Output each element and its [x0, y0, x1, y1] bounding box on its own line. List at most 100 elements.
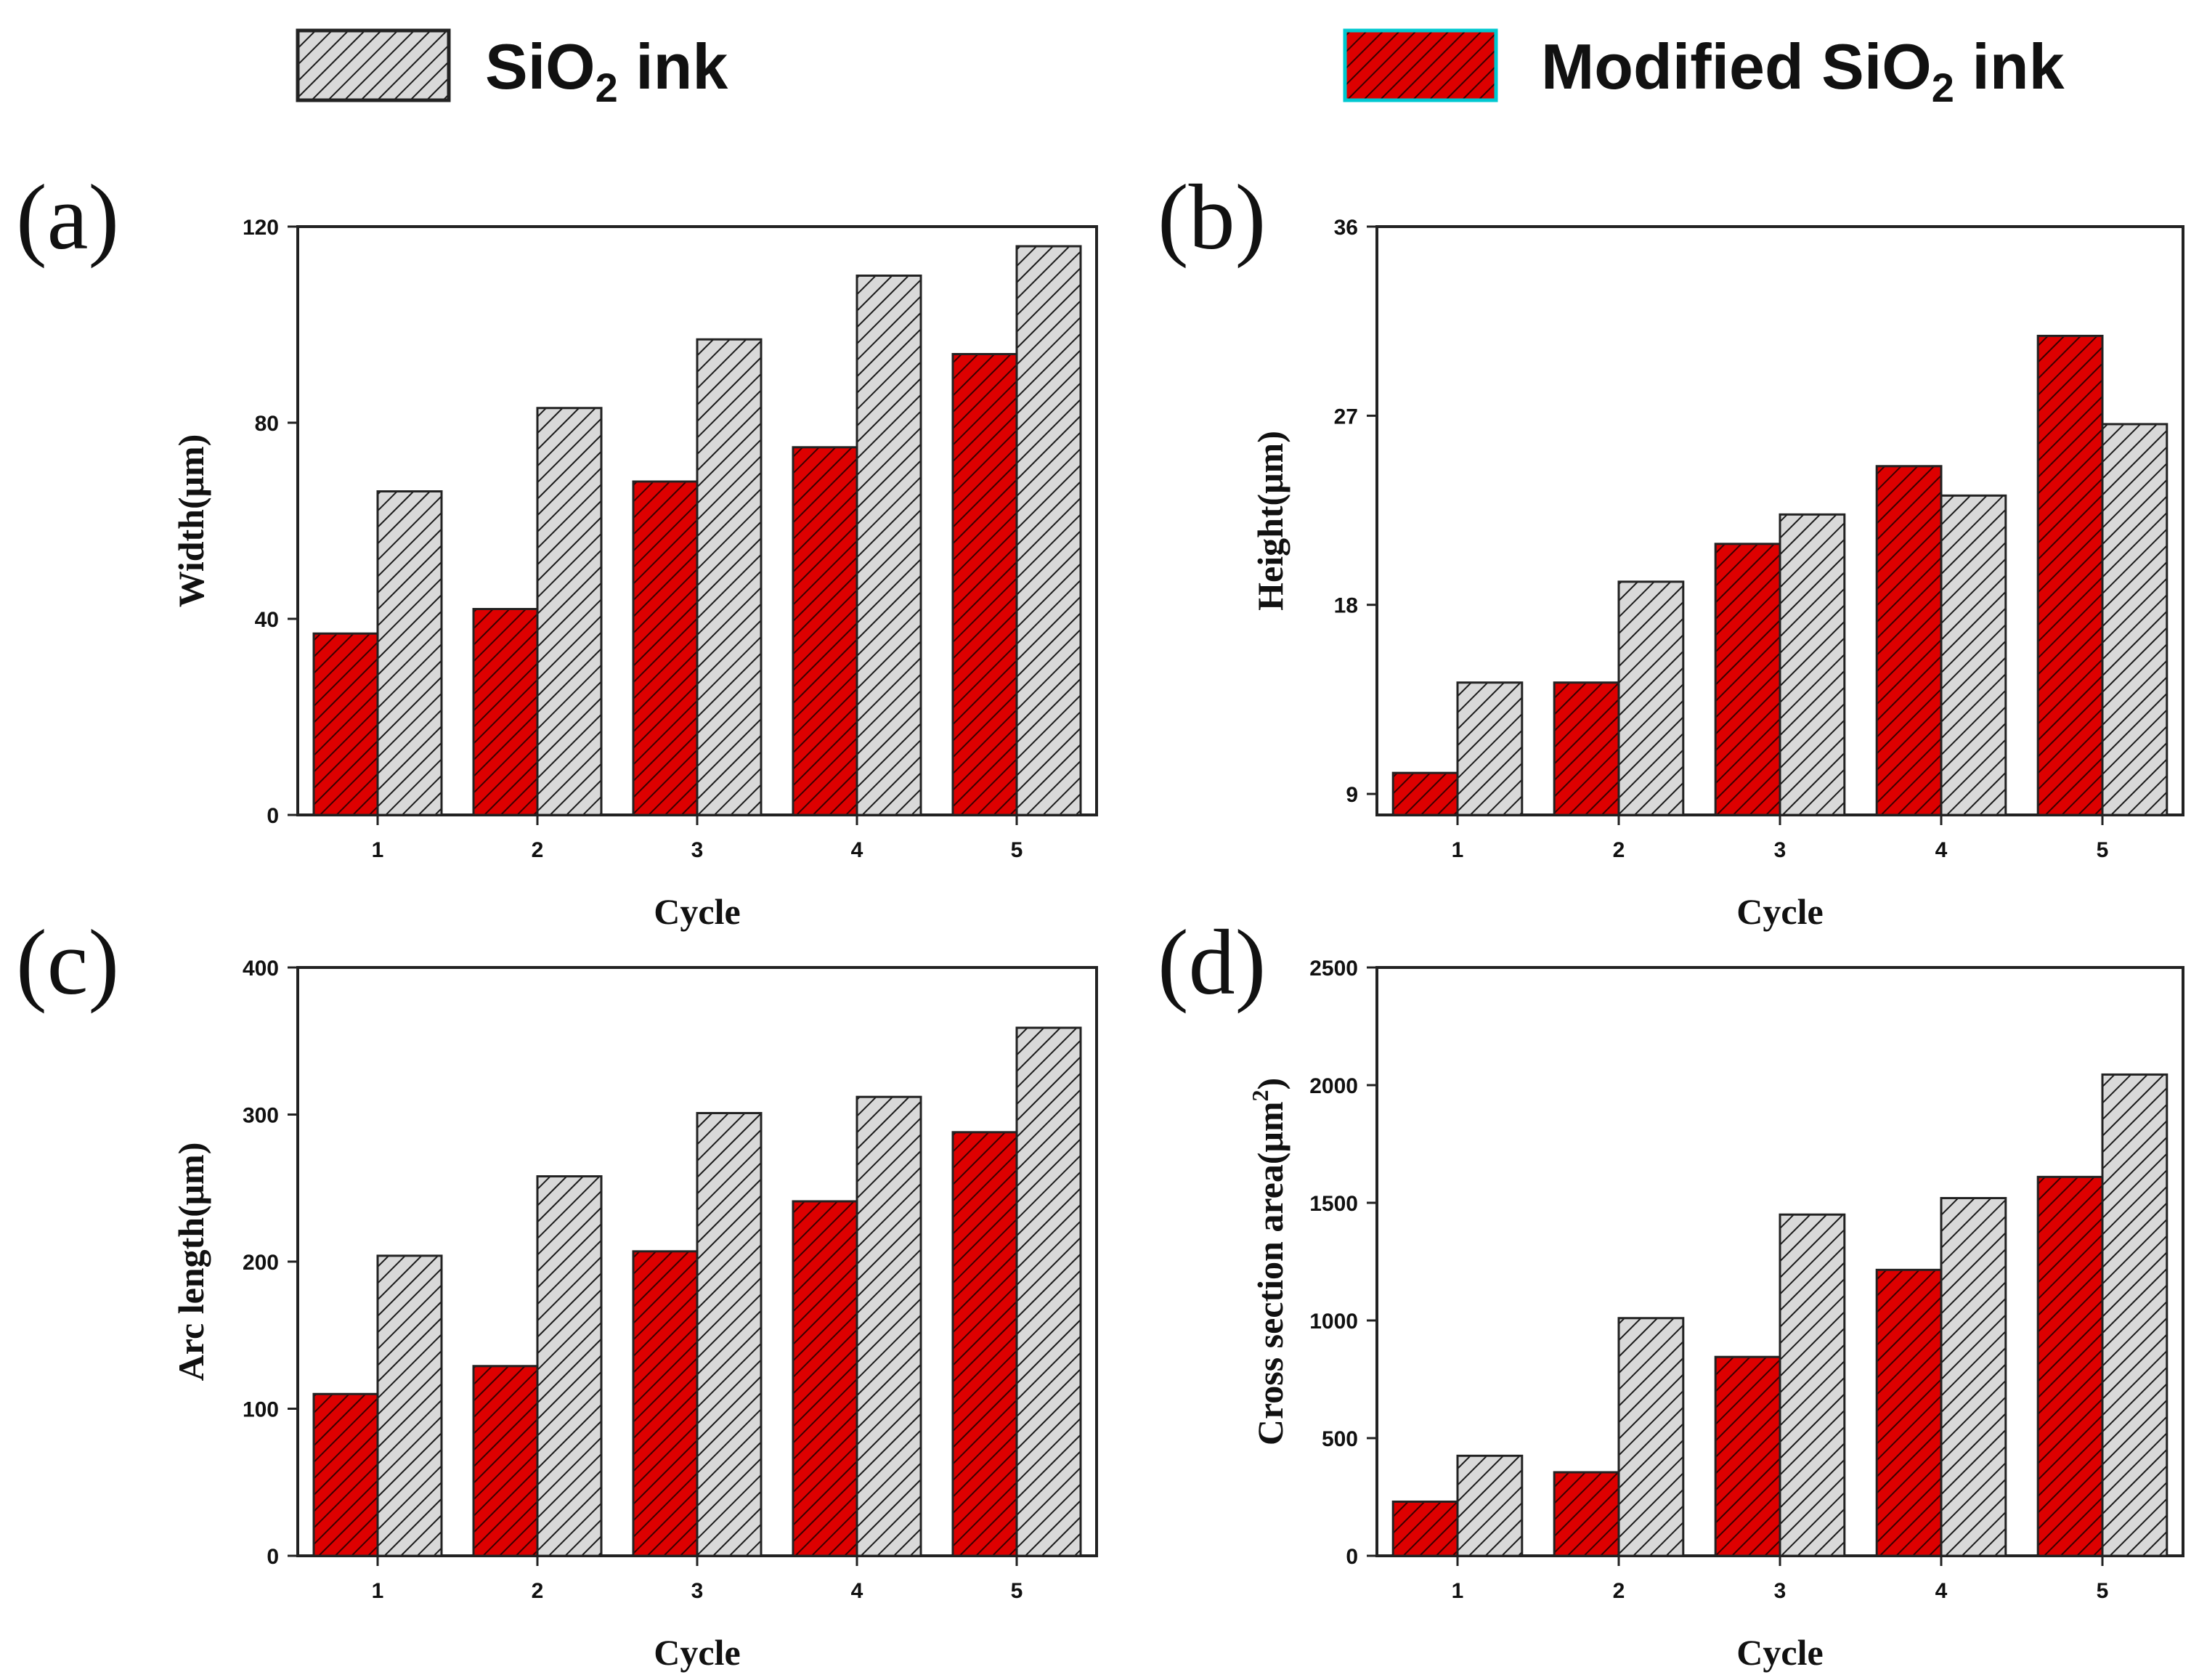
- y-tick-label: 27: [1334, 405, 1358, 429]
- y-tick-label: 18: [1334, 594, 1358, 618]
- x-tick-label: 3: [691, 838, 704, 862]
- x-tick-label: 1: [1452, 838, 1464, 862]
- bar-sio2-cycle-3: [1779, 513, 1846, 816]
- x-tick-label: 2: [532, 1579, 544, 1603]
- bar-modified-sio2-cycle-5: [2036, 1175, 2104, 1557]
- y-axis-title: Height(μm): [1250, 431, 1290, 611]
- y-tick-label: 40: [255, 608, 279, 632]
- bar-sio2-cycle-2: [1617, 1317, 1685, 1557]
- bar-modified-sio2-cycle-3: [632, 480, 699, 816]
- x-axis-title: Cycle: [1736, 891, 1823, 932]
- bar-sio2-cycle-3: [696, 1111, 763, 1557]
- y-tick-label: 200: [243, 1251, 279, 1275]
- legend-swatch-sio2: [296, 28, 451, 102]
- panel-d: (d) 1 2 3 4 5 0 500 1000 1500 2000 2500 Cycle Cross s…: [1158, 911, 2184, 1673]
- bar-modified-sio2-cycle-2: [1553, 1471, 1620, 1557]
- y-tick-label: 36: [1334, 216, 1358, 240]
- x-axis-title: Cycle: [654, 1632, 740, 1673]
- bar-modified-sio2-cycle-3: [1714, 1355, 1781, 1557]
- x-tick-label: 4: [851, 838, 863, 862]
- bar-sio2-cycle-4: [1940, 494, 2007, 816]
- bar-sio2-cycle-5: [2101, 1073, 2168, 1557]
- y-tick-label: 500: [1322, 1427, 1358, 1451]
- x-tick-label: 5: [2097, 838, 2109, 862]
- x-axis-title: Cycle: [1736, 1632, 1823, 1673]
- x-tick-label: 5: [1011, 838, 1023, 862]
- panel-a-label: (a): [16, 166, 119, 269]
- bar-modified-sio2-cycle-1: [1391, 771, 1459, 816]
- x-axis-title: Cycle: [654, 891, 740, 932]
- panel-b: (b) 1 2 3 4 5 9 18 27 36 Cycle Height(μm): [1158, 166, 2184, 932]
- y-tick-label: 0: [267, 1545, 279, 1569]
- y-axis-title: Cross section area(μm2): [1247, 1078, 1290, 1445]
- bar-modified-sio2-cycle-3: [632, 1250, 699, 1557]
- y-tick-label: 300: [243, 1104, 279, 1128]
- bar-modified-sio2-cycle-5: [2036, 334, 2104, 816]
- x-tick-label: 2: [1613, 838, 1625, 862]
- x-tick-label: 3: [1774, 1579, 1787, 1603]
- x-tick-label: 4: [1935, 1579, 1948, 1603]
- x-tick-label: 5: [1011, 1579, 1023, 1603]
- panel-a: (a) 1 2 3 4 5 0 40 80 120 Cycle Width(μm): [16, 166, 1098, 932]
- y-tick-label: 1000: [1309, 1310, 1358, 1334]
- y-tick-label: 0: [1346, 1545, 1358, 1569]
- legend-label-sio2: SiO2 ink: [485, 31, 728, 110]
- bar-sio2-cycle-5: [1015, 1026, 1082, 1557]
- y-tick-label: 2000: [1309, 1074, 1358, 1098]
- x-tick-label: 1: [1452, 1579, 1464, 1603]
- bar-modified-sio2-cycle-4: [1875, 465, 1943, 816]
- legend-item-modified-sio2: Modified SiO2 ink: [1343, 28, 2065, 110]
- x-tick-label: 1: [372, 1579, 384, 1603]
- y-tick-label: 1500: [1309, 1192, 1358, 1216]
- y-axis-title: Arc length(μm): [171, 1143, 211, 1381]
- bar-sio2-cycle-4: [1940, 1197, 2007, 1557]
- bar-modified-sio2-cycle-1: [312, 1392, 379, 1557]
- x-tick-label: 2: [532, 838, 544, 862]
- y-tick-label: 100: [243, 1398, 279, 1422]
- bar-sio2-cycle-4: [855, 275, 922, 816]
- legend-item-sio2: SiO2 ink: [296, 28, 728, 110]
- bar-modified-sio2-cycle-4: [792, 446, 858, 816]
- bar-modified-sio2-cycle-5: [951, 1131, 1018, 1557]
- y-tick-label: 9: [1346, 783, 1358, 807]
- y-tick-label: 400: [243, 957, 279, 981]
- bar-sio2-cycle-2: [1617, 580, 1685, 816]
- bar-modified-sio2-cycle-2: [472, 1365, 539, 1557]
- x-tick-label: 4: [1935, 838, 1948, 862]
- bar-sio2-cycle-5: [1015, 245, 1082, 816]
- bar-sio2-cycle-1: [1456, 681, 1524, 816]
- bar-sio2-cycle-2: [536, 1175, 603, 1557]
- panel-c-label: (c): [16, 911, 119, 1014]
- bar-modified-sio2-cycle-2: [1553, 681, 1620, 816]
- bar-modified-sio2-cycle-5: [951, 353, 1018, 816]
- bar-sio2-cycle-3: [1779, 1213, 1846, 1557]
- bar-sio2-cycle-3: [696, 338, 763, 816]
- y-tick-label: 0: [267, 804, 279, 828]
- x-tick-label: 3: [691, 1579, 704, 1603]
- panel-c: (c) 1 2 3 4 5 0 100 200 300 400 Cycle Arc length(μm): [16, 911, 1098, 1673]
- bar-modified-sio2-cycle-1: [312, 632, 379, 816]
- bar-sio2-cycle-2: [536, 407, 603, 816]
- legend-swatch-modified-sio2: [1343, 28, 1498, 102]
- y-tick-label: 120: [243, 216, 279, 240]
- bar-sio2-cycle-4: [855, 1095, 922, 1557]
- bar-sio2-cycle-1: [1456, 1454, 1524, 1557]
- legend: SiO2 ink Modified SiO2 ink: [296, 28, 2065, 110]
- panel-b-label: (b): [1158, 166, 1266, 269]
- y-tick-label: 80: [255, 412, 279, 436]
- bar-sio2-cycle-5: [2101, 423, 2168, 816]
- x-tick-label: 2: [1613, 1579, 1625, 1603]
- x-tick-label: 1: [372, 838, 384, 862]
- bar-sio2-cycle-1: [376, 1254, 443, 1557]
- legend-label-modified-sio2: Modified SiO2 ink: [1541, 31, 2065, 110]
- bar-modified-sio2-cycle-2: [472, 608, 539, 816]
- bar-modified-sio2-cycle-4: [792, 1200, 858, 1557]
- bar-modified-sio2-cycle-1: [1391, 1500, 1459, 1557]
- bar-sio2-cycle-1: [376, 490, 443, 816]
- panel-d-label: (d): [1158, 911, 1266, 1014]
- y-axis-title: Width(μm): [171, 434, 211, 608]
- y-tick-label: 2500: [1309, 957, 1358, 981]
- bar-modified-sio2-cycle-3: [1714, 543, 1781, 816]
- x-tick-label: 5: [2097, 1579, 2109, 1603]
